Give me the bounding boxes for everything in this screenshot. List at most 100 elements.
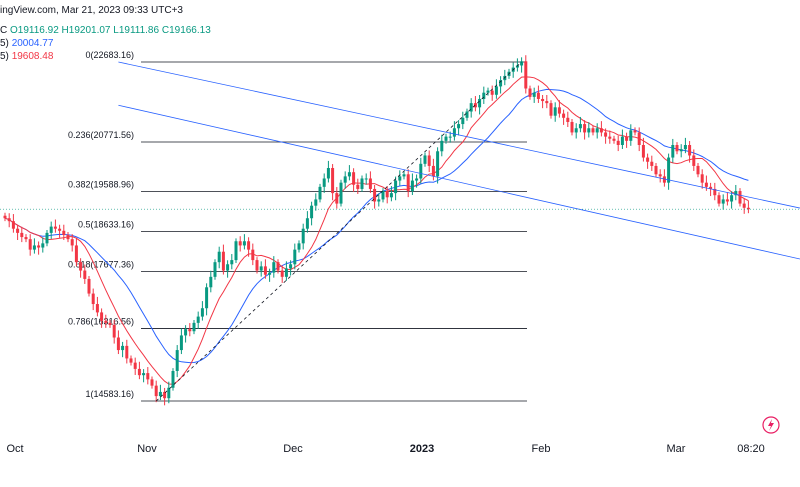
candle-body-9 — [41, 243, 45, 248]
candle-body-152 — [641, 144, 645, 158]
fib-level-label-1: 0.236(20771.56) — [68, 130, 134, 140]
candle-body-51 — [217, 251, 221, 263]
symbol-label: C — [0, 25, 8, 36]
ma-slow-readout: 5) 20004.77 — [0, 38, 53, 49]
candle-body-174 — [734, 191, 738, 196]
candle-body-94 — [398, 176, 402, 181]
candle-body-168 — [709, 186, 713, 189]
candle-body-38 — [163, 391, 167, 399]
candle-body-44 — [188, 329, 192, 332]
candle-body-69 — [293, 249, 297, 265]
ma-fast-line — [4, 76, 749, 385]
candle-body-85 — [360, 178, 364, 189]
candle-body-14 — [62, 230, 66, 235]
candle-body-31 — [133, 362, 137, 369]
candle-body-4 — [20, 232, 24, 238]
ma-slow-value: 20004.77 — [11, 38, 54, 49]
candle-body-84 — [356, 184, 360, 189]
channel-upper-line — [118, 61, 800, 209]
fib-level-label-4: 0.618(17677.36) — [68, 260, 134, 270]
moving-averages — [4, 76, 749, 385]
candle-body-82 — [347, 172, 351, 177]
ma-fast-value: 19608.48 — [11, 51, 54, 62]
candle-body-112 — [473, 103, 477, 108]
candle-body-59 — [251, 249, 255, 261]
candle-body-118 — [499, 80, 503, 87]
candle-body-127 — [536, 92, 540, 99]
candle-body-64 — [272, 262, 276, 273]
candle-body-74 — [314, 199, 318, 206]
candle-body-158 — [667, 157, 671, 183]
candle-body-76 — [322, 178, 326, 187]
candle-body-30 — [129, 358, 133, 363]
candle-body-2 — [11, 221, 15, 229]
candle-body-128 — [541, 98, 545, 102]
candle-body-151 — [637, 132, 641, 145]
candle-body-41 — [175, 350, 179, 371]
candle-body-163 — [688, 144, 692, 156]
candle-body-63 — [268, 272, 272, 275]
low-value: L19111.86 — [113, 25, 160, 36]
candle-body-143 — [604, 132, 608, 137]
candle-body-167 — [704, 182, 708, 187]
candle-body-60 — [255, 260, 259, 271]
candle-body-95 — [402, 174, 406, 177]
candle-body-108 — [457, 124, 461, 129]
ma-fast-readout: 5) 19608.48 — [0, 51, 53, 62]
candle-body-122 — [515, 65, 519, 68]
candle-body-150 — [633, 130, 637, 133]
fib-level-label-5: 0.786(16316.56) — [68, 316, 134, 326]
candle-body-166 — [700, 174, 704, 183]
candle-body-164 — [692, 155, 696, 166]
candle-body-104 — [440, 140, 444, 152]
close-value: C19166.13 — [161, 25, 211, 36]
candle-body-115 — [486, 90, 490, 93]
candle-body-153 — [646, 157, 650, 162]
candle-body-26 — [112, 324, 116, 338]
candle-body-139 — [587, 128, 591, 133]
candle-body-11 — [49, 226, 53, 233]
candle-body-162 — [683, 144, 687, 150]
candle-body-19 — [83, 270, 87, 279]
candle-body-96 — [406, 174, 410, 192]
x-tick-label-0: Oct — [6, 443, 23, 455]
candle-body-105 — [444, 136, 448, 141]
candle-body-154 — [650, 161, 654, 166]
candle-body-24 — [104, 320, 108, 323]
candle-body-138 — [583, 124, 587, 133]
candle-body-116 — [490, 90, 494, 95]
candle-body-157 — [662, 176, 666, 183]
candle-body-171 — [721, 199, 725, 204]
candle-body-169 — [713, 188, 717, 196]
fib-retracement: 0(22683.16) 0.236(20771.56) 0.382(19588.96… — [68, 50, 527, 402]
candle-body-29 — [125, 345, 129, 359]
x-tick-label-6: 08:20 — [737, 443, 765, 455]
candle-body-156 — [658, 174, 662, 177]
candle-body-78 — [331, 168, 335, 194]
candle-body-117 — [494, 86, 498, 95]
candle-body-175 — [738, 191, 742, 204]
candle-body-66 — [280, 270, 284, 277]
candle-body-109 — [461, 117, 465, 125]
candle-body-97 — [410, 180, 414, 192]
candle-body-87 — [368, 178, 372, 189]
candle-body-136 — [574, 128, 578, 133]
candle-body-47 — [200, 308, 204, 317]
candle-body-131 — [553, 107, 557, 116]
candle-body-7 — [32, 245, 36, 250]
lightning-button[interactable] — [762, 416, 780, 434]
candle-body-126 — [532, 92, 536, 97]
drawings — [0, 61, 800, 402]
candle-body-55 — [234, 241, 238, 261]
candle-body-22 — [95, 304, 99, 313]
candle-body-43 — [184, 329, 188, 336]
open-value: O19116.92 — [10, 25, 59, 36]
candle-body-27 — [116, 337, 120, 351]
candle-body-146 — [616, 140, 620, 145]
candle-body-28 — [121, 345, 125, 351]
candle-body-5 — [24, 237, 28, 240]
candle-body-67 — [284, 268, 288, 277]
candle-body-141 — [595, 128, 599, 133]
candle-body-176 — [742, 203, 746, 208]
